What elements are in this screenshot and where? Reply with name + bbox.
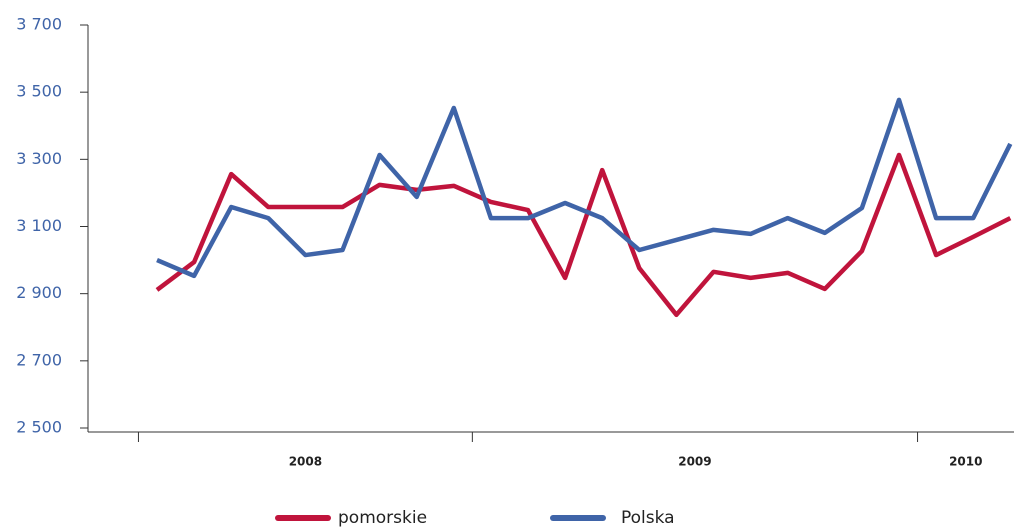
y-tick-label: 2 900 <box>16 283 62 302</box>
legend-label: pomorskie <box>338 508 427 528</box>
y-tick-label: 3 300 <box>16 149 62 168</box>
x-group-label: 2008 <box>289 455 322 469</box>
y-tick-label: 2 500 <box>16 418 62 437</box>
x-group-label: 2009 <box>678 455 711 469</box>
y-tick-label: 3 500 <box>16 82 62 101</box>
legend-label: Polska <box>621 508 675 528</box>
y-tick-label: 3 700 <box>16 15 62 34</box>
y-tick-label: 2 700 <box>16 350 62 369</box>
series-line <box>155 152 1012 318</box>
series-line <box>156 97 1013 279</box>
x-group-label: 2010 <box>949 455 982 469</box>
y-tick-label: 3 100 <box>16 216 62 235</box>
